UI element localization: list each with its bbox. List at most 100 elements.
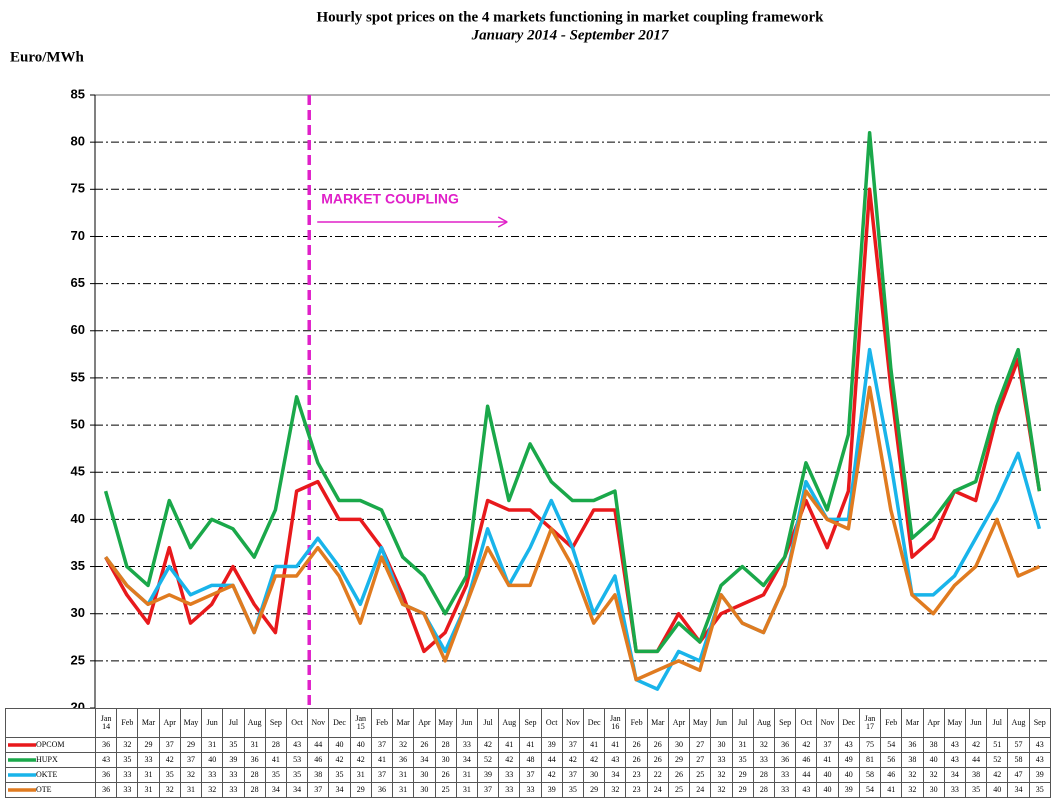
table-value: 41 bbox=[519, 737, 542, 753]
x-tick-label: Dec bbox=[837, 708, 860, 738]
legend-entry: OTE bbox=[5, 782, 96, 798]
y-tick-label: 20 bbox=[71, 699, 85, 708]
table-value: 30 bbox=[922, 782, 945, 798]
table-value: 35 bbox=[328, 767, 351, 783]
table-value: 27 bbox=[689, 752, 712, 768]
table-value: 37 bbox=[519, 767, 542, 783]
y-tick-label: 80 bbox=[71, 134, 85, 149]
table-value: 32 bbox=[179, 767, 203, 783]
table-value: 30 bbox=[667, 737, 691, 753]
legend-label: HUPX bbox=[36, 755, 58, 764]
table-value: 35 bbox=[116, 752, 139, 768]
table-value: 33 bbox=[201, 767, 224, 783]
table-value: 37 bbox=[179, 752, 203, 768]
y-tick-label: 30 bbox=[71, 605, 85, 620]
table-value: 37 bbox=[816, 737, 839, 753]
table-value: 36 bbox=[370, 782, 394, 798]
table-value: 37 bbox=[370, 737, 394, 753]
table-value: 36 bbox=[243, 752, 266, 768]
table-value: 32 bbox=[710, 767, 733, 783]
x-tick-label: Apr bbox=[413, 708, 436, 738]
table-value: 32 bbox=[116, 737, 139, 753]
x-tick-label: Oct bbox=[795, 708, 818, 738]
x-tick-label: Sep bbox=[264, 708, 287, 738]
legend-label: OTE bbox=[36, 785, 52, 794]
table-value: 42 bbox=[561, 752, 585, 768]
x-tick-label: Dec bbox=[583, 708, 606, 738]
table-value: 47 bbox=[1007, 767, 1030, 783]
table-value: 33 bbox=[116, 767, 139, 783]
table-value: 52 bbox=[986, 752, 1009, 768]
table-value: 37 bbox=[561, 767, 585, 783]
table-value: 31 bbox=[455, 767, 478, 783]
y-tick-label: 75 bbox=[71, 181, 85, 196]
chart-subtitle: January 2014 - September 2017 bbox=[471, 27, 669, 43]
legend-entry: OPCOM bbox=[5, 737, 96, 753]
table-value: 26 bbox=[413, 737, 436, 753]
x-tick-label: Sep bbox=[519, 708, 542, 738]
table-value: 57 bbox=[1007, 737, 1030, 753]
table-value: 40 bbox=[816, 782, 839, 798]
x-tick-label: Jan 16 bbox=[604, 708, 627, 738]
table-value: 32 bbox=[201, 782, 224, 798]
table-value: 41 bbox=[583, 737, 606, 753]
table-value: 42 bbox=[476, 737, 500, 753]
x-tick-label: Mar bbox=[646, 708, 669, 738]
x-tick-label: Jun bbox=[455, 708, 478, 738]
x-tick-label: Feb bbox=[370, 708, 394, 738]
table-value: 26 bbox=[625, 737, 648, 753]
table-value: 33 bbox=[137, 752, 160, 768]
table-value: 30 bbox=[710, 737, 733, 753]
x-tick-label: Apr bbox=[667, 708, 691, 738]
legend-entry: OKTE bbox=[5, 767, 96, 783]
table-value: 43 bbox=[285, 737, 309, 753]
table-value: 35 bbox=[964, 782, 988, 798]
table-value: 32 bbox=[158, 782, 181, 798]
table-value: 38 bbox=[964, 767, 988, 783]
table-value: 31 bbox=[349, 767, 372, 783]
table-value: 42 bbox=[964, 737, 988, 753]
legend-label: OPCOM bbox=[36, 740, 65, 749]
table-value: 29 bbox=[583, 782, 606, 798]
table-value: 43 bbox=[943, 752, 966, 768]
chart: Hourly spot prices on the 4 markets func… bbox=[10, 9, 1050, 708]
table-value: 39 bbox=[222, 752, 245, 768]
table-value: 34 bbox=[264, 782, 287, 798]
table-value: 33 bbox=[498, 767, 521, 783]
x-tick-label: Aug bbox=[498, 708, 521, 738]
x-tick-label: Aug bbox=[243, 708, 266, 738]
table-value: 44 bbox=[964, 752, 988, 768]
series-line bbox=[104, 385, 1041, 682]
table-value: 36 bbox=[901, 737, 924, 753]
y-tick-label: 60 bbox=[71, 322, 85, 337]
table-value: 40 bbox=[837, 767, 860, 783]
table-row: OTE 36 33 31 32 31 32 33 28 34 34 37 34 29 36 31 30 25 31 3… bbox=[5, 782, 1051, 798]
table-value: 35 bbox=[561, 782, 585, 798]
table-row: OKTE 36 33 31 35 32 33 33 28 35 35 38 35 31 37 31 30 26 31… bbox=[5, 767, 1051, 783]
y-tick-label: 35 bbox=[71, 558, 85, 573]
table-value: 34 bbox=[1007, 782, 1030, 798]
annotation: MARKET COUPLING bbox=[321, 191, 459, 207]
table-value: 28 bbox=[243, 782, 266, 798]
table-value: 22 bbox=[646, 767, 669, 783]
table-value: 33 bbox=[222, 782, 245, 798]
table-value: 39 bbox=[540, 737, 563, 753]
x-tick-label: Jul bbox=[476, 708, 500, 738]
table-value: 33 bbox=[710, 752, 733, 768]
table-value: 58 bbox=[1007, 752, 1030, 768]
x-tick-label: Jan 14 bbox=[94, 708, 118, 738]
table-value: 28 bbox=[434, 737, 457, 753]
table-value: 38 bbox=[901, 752, 924, 768]
table-value: 41 bbox=[264, 752, 287, 768]
y-axis-label: Euro/MWh bbox=[10, 49, 85, 65]
table-value: 75 bbox=[858, 737, 882, 753]
y-tick-label: 50 bbox=[71, 417, 85, 432]
table-value: 31 bbox=[731, 737, 754, 753]
table-value: 48 bbox=[519, 752, 542, 768]
y-tick-label: 65 bbox=[71, 275, 85, 290]
table-value: 42 bbox=[583, 752, 606, 768]
table-value: 56 bbox=[880, 752, 903, 768]
table-value: 29 bbox=[349, 782, 372, 798]
x-tick-label: Oct bbox=[285, 708, 309, 738]
table-value: 32 bbox=[710, 782, 733, 798]
